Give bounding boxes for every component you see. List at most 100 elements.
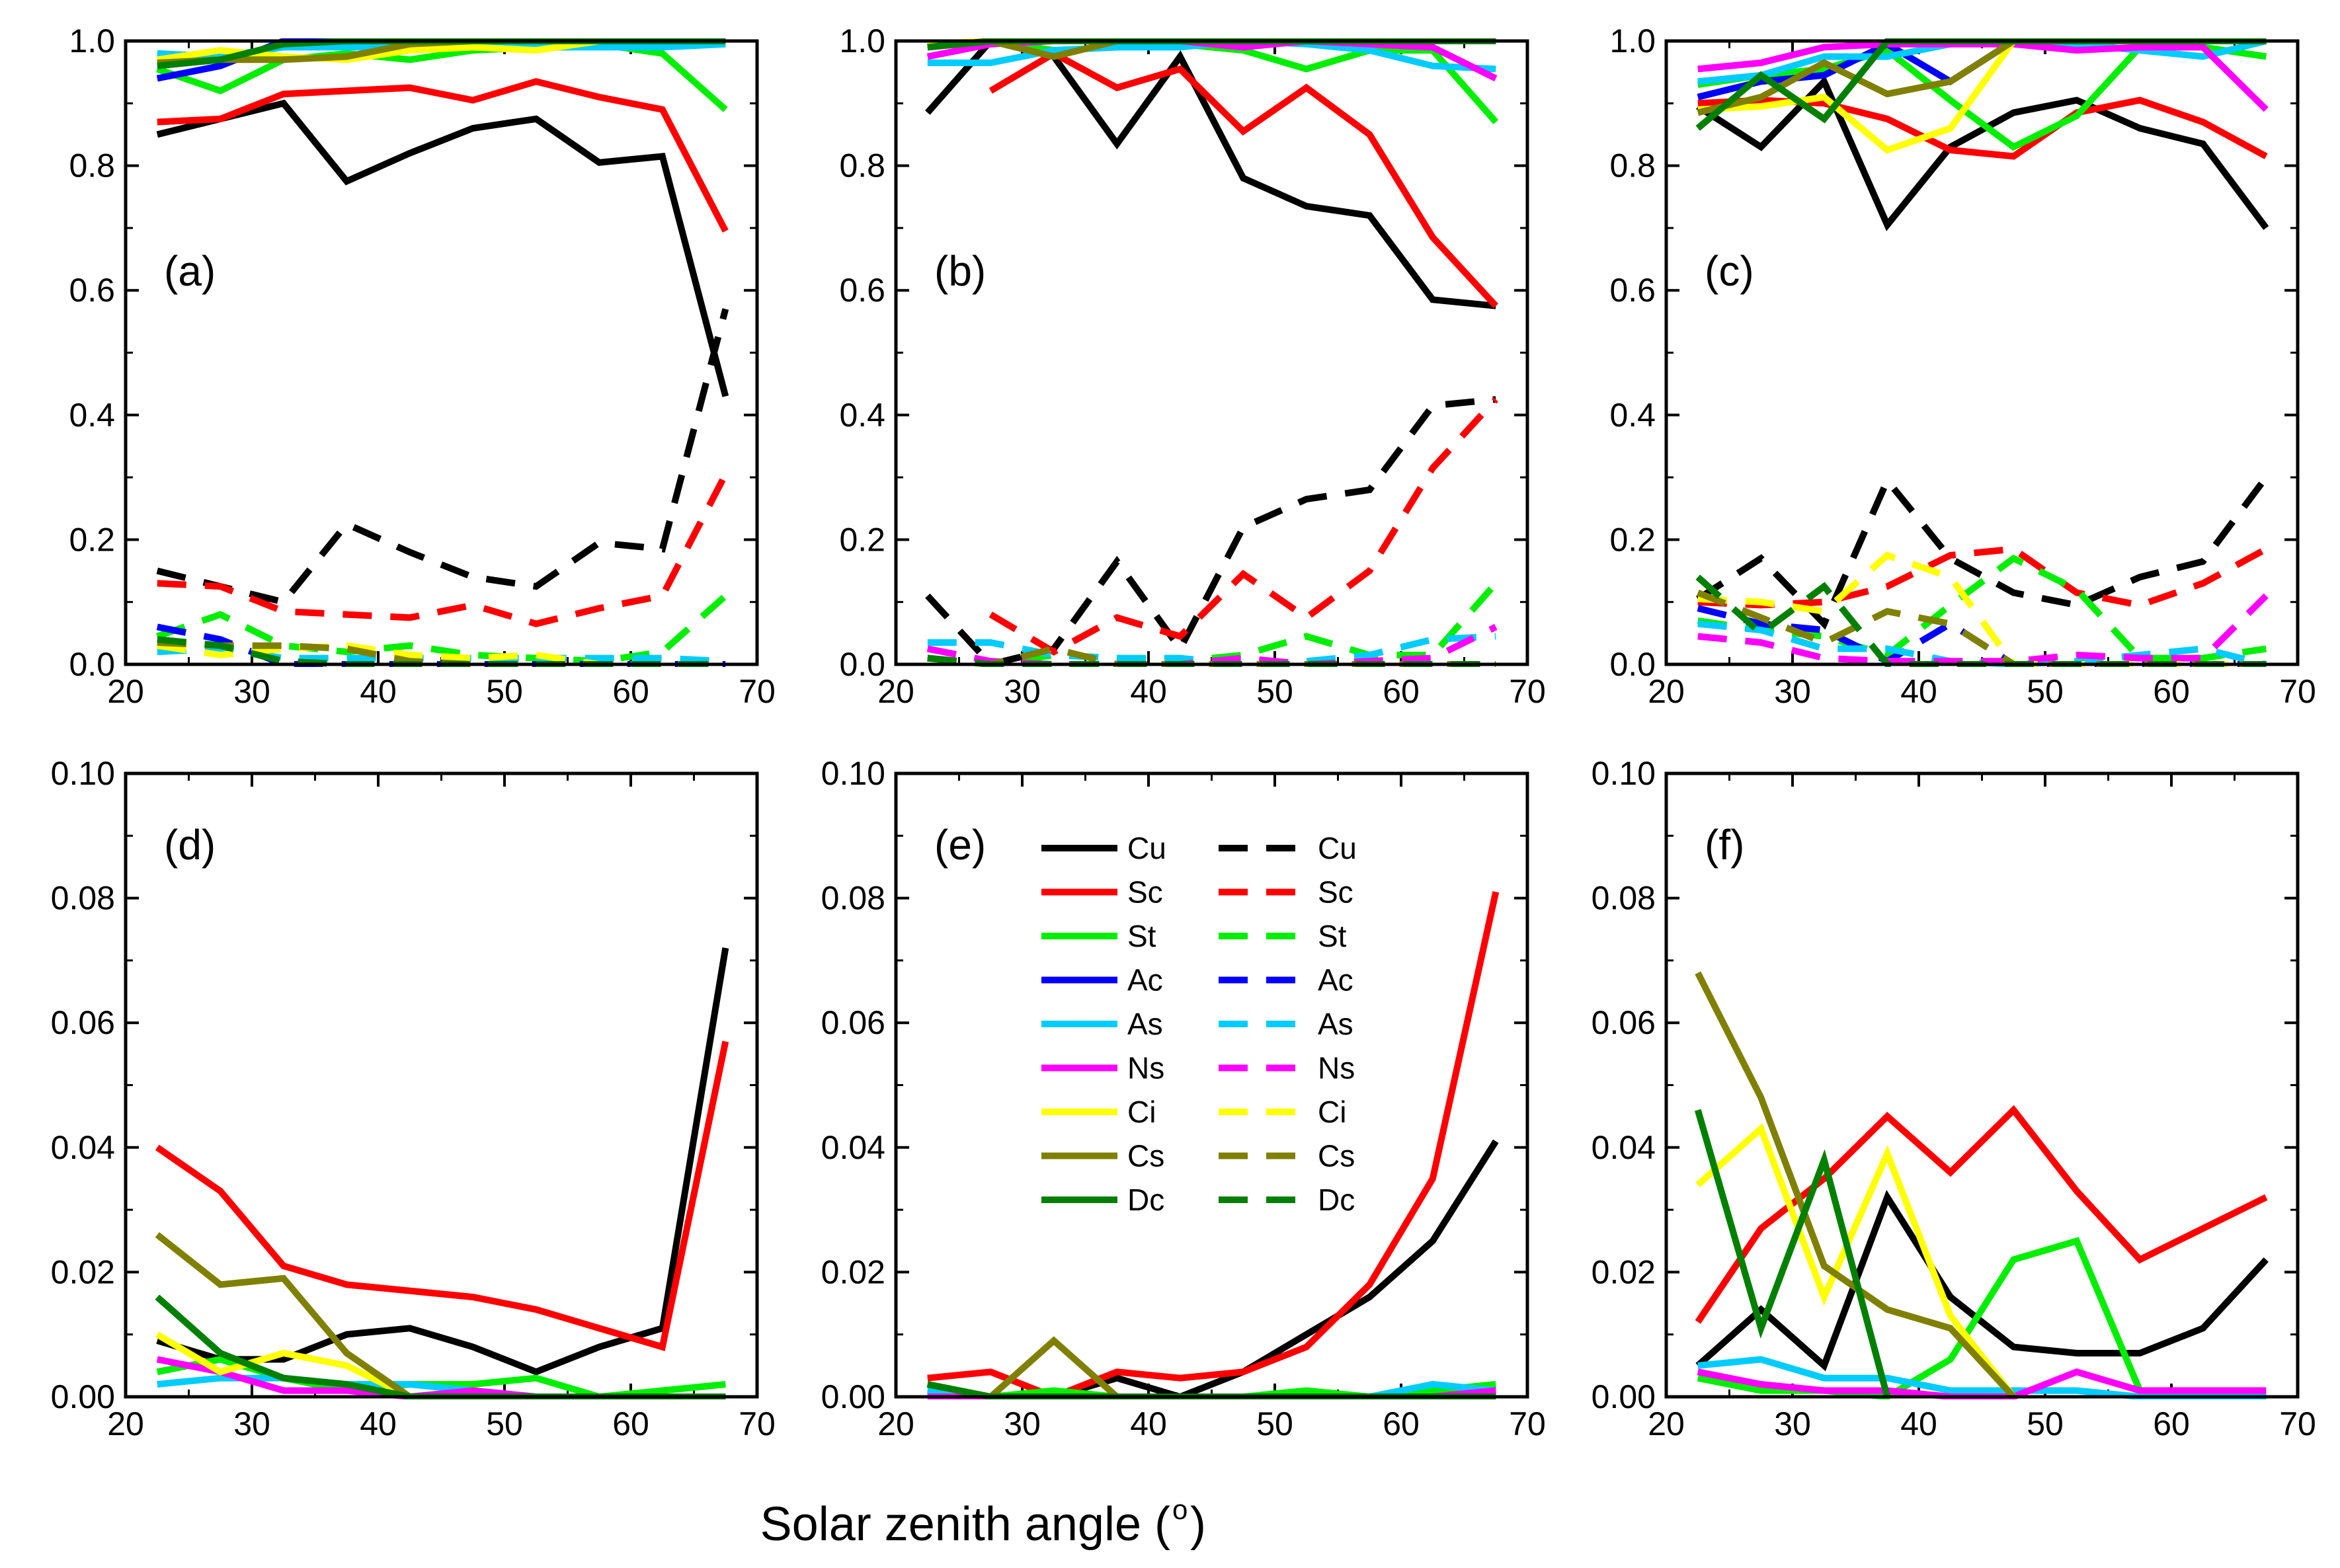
- series-cs-solid-line: [155, 1232, 726, 1399]
- x-tick-label: 40: [1130, 1405, 1167, 1442]
- series-sc-dashed-line: [157, 473, 729, 627]
- series-as-dashed-line: [927, 633, 1496, 667]
- y-tick-label: 0.10: [821, 755, 885, 792]
- legend-label: Ac: [1127, 963, 1163, 998]
- y-tick-label: 0.4: [1609, 397, 1656, 434]
- x-tick-label: 60: [1383, 673, 1420, 710]
- panel-label: (f): [1705, 821, 1744, 869]
- panel-label: (b): [934, 247, 986, 295]
- x-tick-label: 50: [2027, 1405, 2064, 1442]
- x-tick-label: 20: [877, 1405, 914, 1442]
- series-cu-solid-line: [927, 1139, 1499, 1399]
- x-tick-label: 30: [1774, 1405, 1811, 1442]
- x-tick-label: 20: [1648, 1405, 1685, 1442]
- y-tick-label: 0.08: [821, 880, 885, 917]
- y-tick-label: 0.6: [69, 272, 115, 309]
- x-tick-label: 20: [877, 673, 914, 710]
- x-tick-label: 40: [360, 1405, 397, 1442]
- x-tick-label: 60: [1383, 1405, 1420, 1442]
- series-cu-solid-line: [156, 947, 729, 1376]
- x-tick-label: 70: [1509, 1405, 1546, 1442]
- series-cu-solid-line: [1695, 1190, 2269, 1372]
- x-tick-label: 50: [486, 1405, 523, 1442]
- legend: Cu Cu Sc Sc St St Ac Ac As As Ns Ns Ci Ci Cs Cs Dc Dc: [1041, 831, 1357, 1217]
- series-sc-solid-line: [157, 78, 729, 233]
- y-tick-label: 0.0: [839, 646, 885, 683]
- series-cu-dashed-line: [925, 396, 1496, 667]
- x-tick-label: 50: [1256, 1405, 1293, 1442]
- y-tick-label: 0.0: [1609, 646, 1656, 683]
- panel-d: 20 30 40 50 60 70 0.00 0.02 0.04 0.06 0.08 0.10 (d): [51, 755, 776, 1442]
- legend-label: St: [1127, 919, 1156, 953]
- series-st-dashed-line: [156, 593, 728, 665]
- x-tick-label: 30: [233, 1405, 270, 1442]
- y-tick-label: 0.8: [69, 147, 115, 184]
- series-group: [1694, 971, 2269, 1399]
- y-tick-label: 0.00: [51, 1378, 115, 1415]
- y-tick-label: 0.08: [1592, 880, 1656, 917]
- panels: 20 30 40 50 60 70 0.0 0.2 0.4 0.6 0.8 1.0 (a) 20 30 40 5…: [51, 22, 2316, 1442]
- panel-e: 20 30 40 50 60 70 0.00 0.02 0.04 0.06 0.08 0.10 (e): [821, 755, 1546, 1442]
- y-tick-label: 0.2: [839, 521, 885, 558]
- series-sc-solid-line: [1695, 1105, 2268, 1324]
- legend-label: As: [1318, 1007, 1353, 1041]
- y-tick-label: 0.06: [821, 1004, 885, 1041]
- y-tick-label: 0.00: [821, 1378, 885, 1415]
- panel-label: (e): [934, 821, 986, 869]
- panel-a: 20 30 40 50 60 70 0.0 0.2 0.4 0.6 0.8 1.0 (a): [69, 22, 775, 710]
- y-tick-label: 0.8: [1609, 147, 1656, 184]
- y-tick-label: 0.04: [821, 1129, 885, 1166]
- legend-label: Cs: [1318, 1139, 1355, 1173]
- x-tick-label: 70: [2279, 673, 2316, 710]
- y-tick-label: 0.2: [69, 521, 115, 558]
- y-tick-label: 0.04: [1592, 1129, 1656, 1166]
- plot-frame: [894, 771, 1529, 1399]
- legend-label: Dc: [1318, 1183, 1355, 1217]
- y-tick-label: 0.10: [51, 755, 115, 792]
- plot-frame: [1664, 39, 2300, 666]
- y-tick-label: 0.2: [1609, 521, 1656, 558]
- x-tick-label: 30: [1774, 673, 1811, 710]
- series-sc-solid-line: [927, 891, 1500, 1399]
- y-tick-label: 0.06: [51, 1004, 115, 1041]
- y-tick-label: 0.02: [51, 1253, 115, 1290]
- legend-label: Dc: [1127, 1183, 1164, 1217]
- x-tick-label: 50: [1256, 673, 1293, 710]
- legend-label: Ci: [1127, 1095, 1156, 1129]
- y-tick-label: 0.10: [1592, 755, 1656, 792]
- x-tick-label: 20: [107, 1405, 144, 1442]
- panel-c: 20 30 40 50 60 70 0.0 0.2 0.4 0.6 0.8 1.0 (c): [1609, 22, 2316, 710]
- x-tick-label: 40: [1130, 673, 1167, 710]
- x-tick-label: 50: [2027, 673, 2064, 710]
- y-tick-label: 0.6: [1609, 272, 1656, 309]
- y-tick-label: 1.0: [1609, 22, 1656, 59]
- y-tick-label: 0.4: [69, 397, 115, 434]
- panel-b: 20 30 40 50 60 70 0.0 0.2 0.4 0.6 0.8 1.0 (b): [839, 22, 1545, 710]
- legend-label: St: [1318, 919, 1347, 953]
- series-ci-solid-line: [1695, 1122, 2017, 1399]
- x-tick-label: 60: [2153, 673, 2190, 710]
- y-tick-label: 1.0: [69, 22, 115, 59]
- panel-label: (a): [164, 247, 216, 295]
- series-dc-solid-line: [1694, 1109, 1891, 1398]
- x-tick-label: 40: [1900, 673, 1937, 710]
- series-group: [925, 38, 1499, 667]
- x-tick-label: 30: [1004, 673, 1041, 710]
- x-tick-label: 60: [612, 1405, 649, 1442]
- x-tick-label: 30: [1004, 1405, 1041, 1442]
- series-group: [926, 891, 1500, 1399]
- series-cu-dashed-line: [156, 308, 729, 606]
- legend-label: Ac: [1318, 963, 1353, 998]
- plot-frame: [1664, 771, 2300, 1399]
- x-tick-label: 70: [739, 1405, 776, 1442]
- plot-frame: [124, 39, 759, 666]
- x-tick-label: 30: [233, 673, 270, 710]
- legend-label: Ci: [1318, 1095, 1346, 1129]
- x-tick-label: 20: [107, 673, 144, 710]
- x-axis-label-close: ): [1190, 1498, 1206, 1551]
- legend-label: Cu: [1318, 831, 1357, 865]
- series-group: [156, 38, 729, 667]
- y-tick-label: 0.00: [1592, 1378, 1656, 1415]
- x-tick-label: 50: [486, 673, 523, 710]
